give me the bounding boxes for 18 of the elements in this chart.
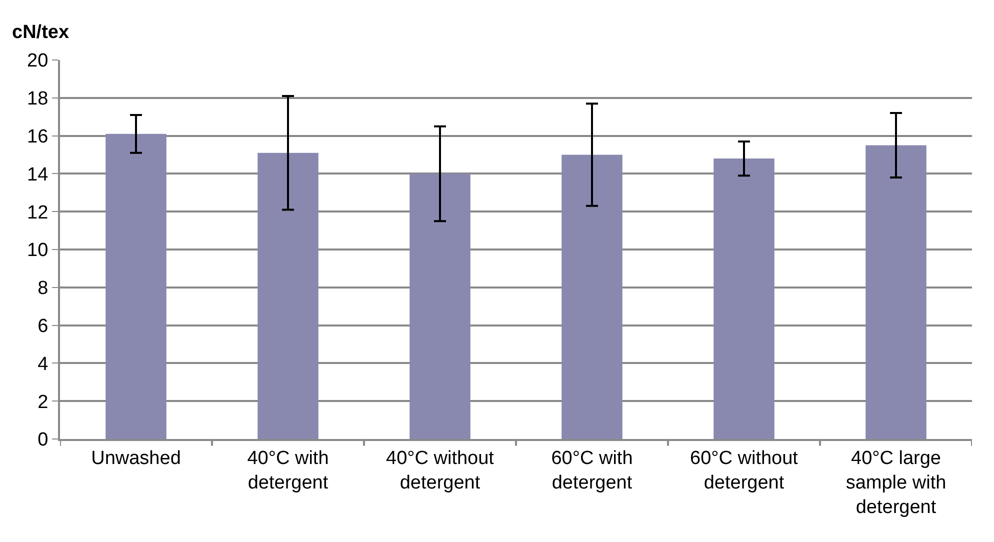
- y-tick-label: 2: [38, 392, 48, 413]
- y-tick-label: 18: [27, 88, 48, 110]
- x-tick-label: 40°C with detergent: [247, 448, 329, 494]
- x-tick-label: 60°C without detergent: [690, 448, 799, 494]
- y-tick-label: 16: [27, 126, 48, 148]
- x-tick-label: Unwashed: [91, 448, 181, 469]
- y-tick-label: 12: [27, 202, 48, 224]
- y-tick-label: 6: [38, 316, 48, 337]
- y-tick-label: 8: [38, 278, 48, 300]
- x-tick-label: 40°C large sample with detergent: [846, 448, 946, 518]
- x-tick-label: 40°C without detergent: [386, 448, 495, 494]
- y-tick-label: 0: [38, 430, 48, 451]
- x-tick-label: 60°C with detergent: [551, 448, 633, 494]
- y-tick-label: 20: [27, 50, 48, 72]
- y-tick-label: 14: [27, 164, 49, 186]
- y-tick-label: 4: [38, 354, 49, 375]
- y-tick-label: 10: [27, 240, 48, 262]
- y-axis-title: cN/tex: [12, 22, 70, 43]
